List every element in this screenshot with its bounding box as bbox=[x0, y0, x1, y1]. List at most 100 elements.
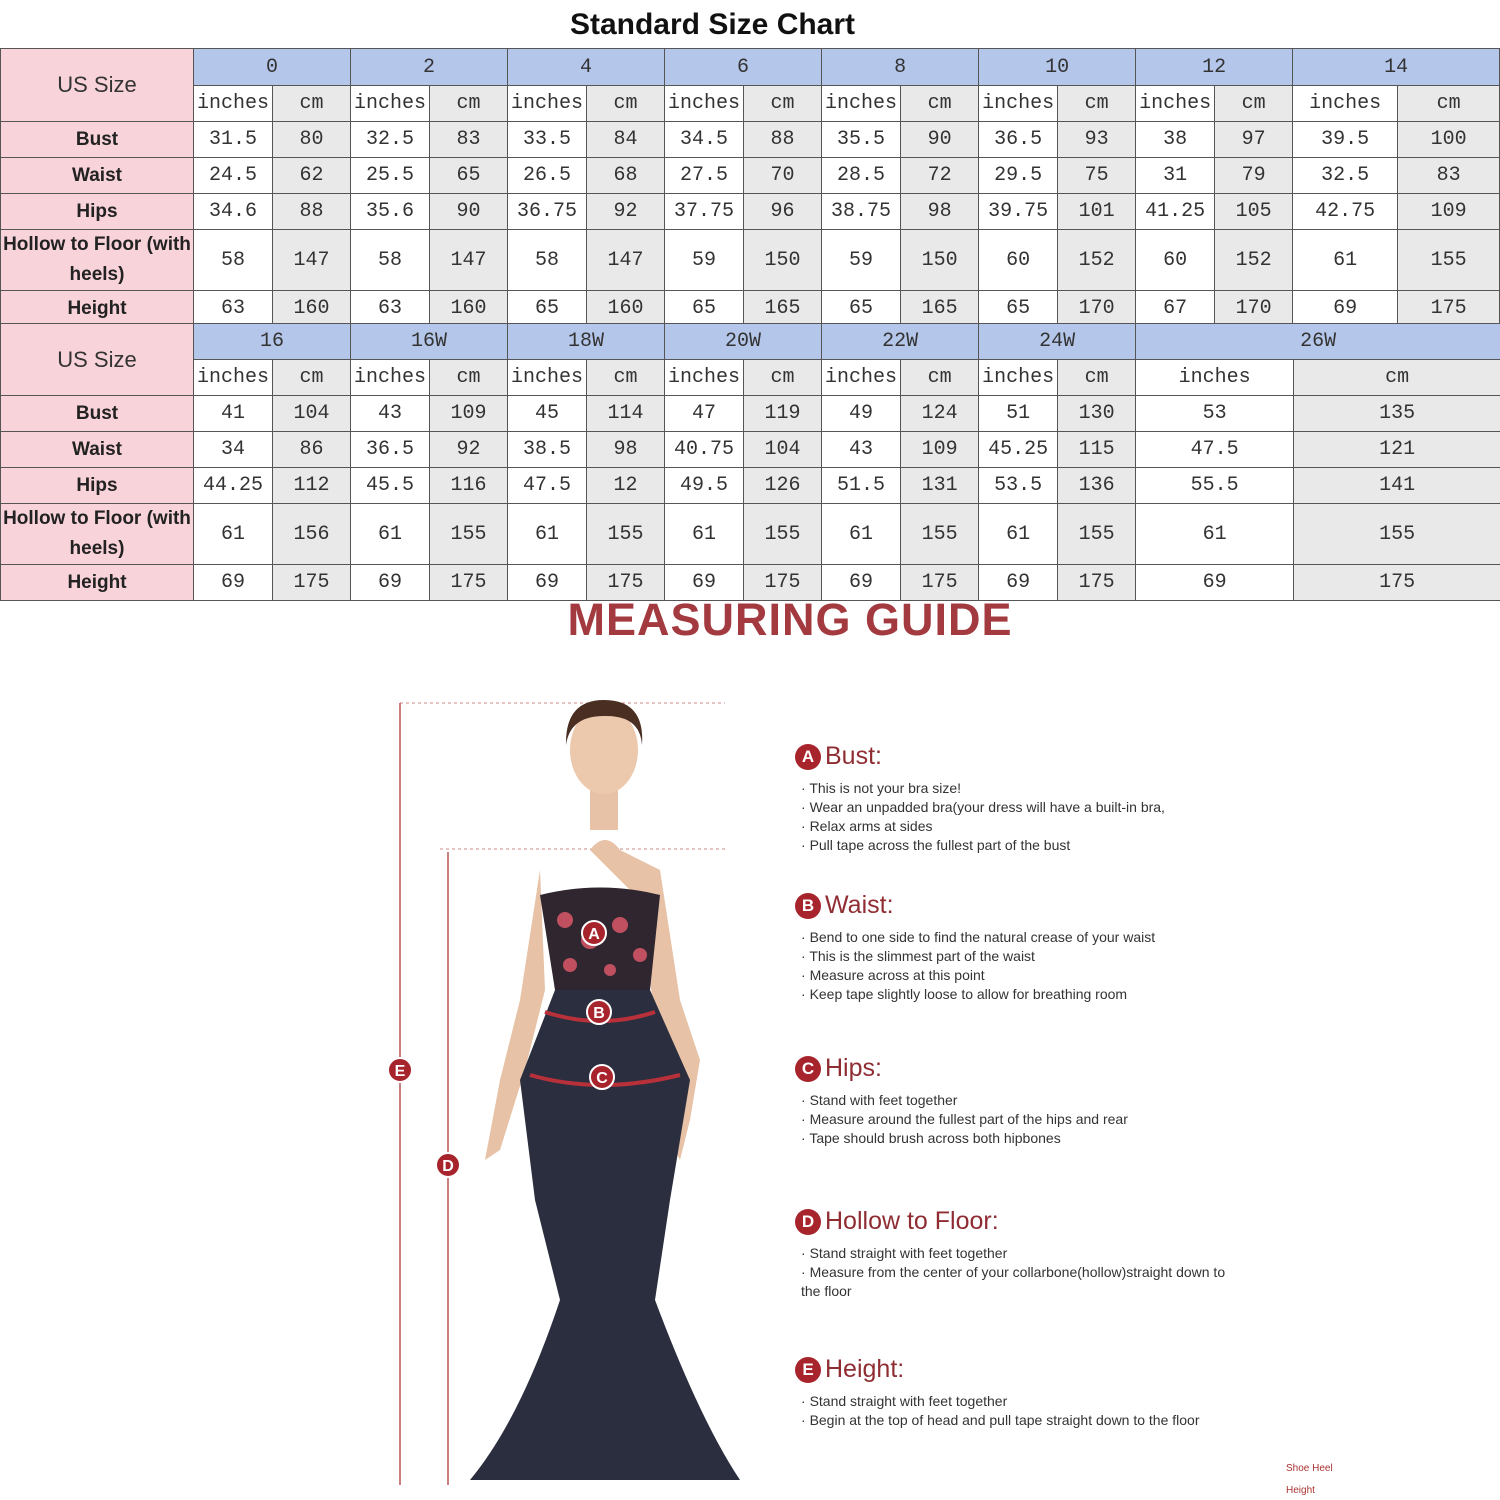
measure-value: 150 bbox=[743, 229, 823, 291]
measure-value: 112 bbox=[271, 467, 352, 504]
measure-label: Height bbox=[0, 290, 194, 327]
measure-value: 63 bbox=[193, 290, 273, 327]
measure-label: Height bbox=[0, 564, 194, 601]
unit-label: cm bbox=[1397, 85, 1500, 122]
measure-value: 160 bbox=[586, 290, 666, 327]
size-label: 12 bbox=[1135, 48, 1294, 86]
measure-value: 62 bbox=[271, 157, 352, 194]
unit-label: inches bbox=[821, 359, 902, 396]
measure-value: 155 bbox=[900, 503, 980, 565]
measure-value: 155 bbox=[586, 503, 666, 565]
unit-label: cm bbox=[586, 85, 666, 122]
size-label: 24W bbox=[978, 323, 1137, 360]
section-marker: D bbox=[795, 1208, 821, 1235]
measure-value: 47.5 bbox=[1135, 431, 1295, 468]
shoe-caption: Height bbox=[1286, 1485, 1315, 1496]
measure-value: 84 bbox=[586, 121, 666, 158]
measure-value: 83 bbox=[429, 121, 509, 158]
measure-value: 27.5 bbox=[664, 157, 745, 194]
size-label: 10 bbox=[978, 48, 1137, 86]
measure-label: Bust bbox=[0, 121, 194, 158]
section-items: Stand with feet togetherMeasure around t… bbox=[795, 1091, 1235, 1148]
measure-value: 35.6 bbox=[350, 193, 431, 230]
measure-value: 45.5 bbox=[350, 467, 431, 504]
measure-value: 32.5 bbox=[1292, 157, 1399, 194]
measure-value: 33.5 bbox=[507, 121, 588, 158]
measure-value: 175 bbox=[743, 564, 823, 601]
measure-value: 31.5 bbox=[193, 121, 273, 158]
measure-value: 119 bbox=[743, 395, 823, 432]
unit-label: cm bbox=[586, 359, 666, 396]
measure-value: 61 bbox=[1292, 229, 1399, 291]
unit-row: inches cm inches cm inches cm inches cm inches cm… bbox=[1, 85, 1500, 122]
section-item: Measure around the fullest part of the h… bbox=[795, 1110, 1235, 1129]
measure-row: Hollow to Floor (with heels) 61 156 61 155 61… bbox=[0, 503, 1500, 565]
measure-value: 98 bbox=[586, 431, 666, 468]
measure-value: 34.5 bbox=[664, 121, 745, 158]
measure-value: 45.25 bbox=[978, 431, 1059, 468]
hair bbox=[565, 700, 643, 745]
measure-value: 58 bbox=[193, 229, 273, 291]
section-heading-row: D Hollow to Floor: bbox=[795, 1207, 1235, 1236]
measure-value: 34.6 bbox=[193, 193, 273, 230]
measure-value: 24.5 bbox=[193, 157, 273, 194]
measure-value: 88 bbox=[743, 121, 823, 158]
measure-value: 136 bbox=[1057, 467, 1137, 504]
section-item: This is not your bra size! bbox=[795, 779, 1235, 798]
measure-value: 61 bbox=[821, 503, 902, 565]
measure-value: 38.75 bbox=[821, 193, 902, 230]
measure-value: 130 bbox=[1057, 395, 1137, 432]
measure-value: 109 bbox=[900, 431, 980, 468]
measure-value: 75 bbox=[1057, 157, 1137, 194]
section-heading: Hips: bbox=[825, 1054, 882, 1082]
measure-label: Hips bbox=[0, 193, 194, 230]
measure-value: 47 bbox=[664, 395, 745, 432]
measure-value: 45 bbox=[507, 395, 588, 432]
measure-value: 37.75 bbox=[664, 193, 745, 230]
measure-value: 98 bbox=[900, 193, 980, 230]
measure-value: 58 bbox=[350, 229, 431, 291]
measure-value: 72 bbox=[900, 157, 980, 194]
section-item: Keep tape slightly loose to allow for br… bbox=[795, 985, 1235, 1004]
measure-value: 79 bbox=[1214, 157, 1294, 194]
measure-value: 44.25 bbox=[193, 467, 273, 504]
size-label: 16 bbox=[192, 323, 352, 360]
measure-value: 124 bbox=[900, 395, 980, 432]
measure-value: 86 bbox=[271, 431, 352, 468]
measure-value: 69 bbox=[507, 564, 588, 601]
measure-value: 61 bbox=[664, 503, 745, 565]
section-items: Stand straight with feet togetherBegin a… bbox=[795, 1392, 1235, 1430]
measure-value: 97 bbox=[1214, 121, 1294, 158]
unit-label: cm bbox=[1214, 85, 1294, 122]
measure-value: 114 bbox=[586, 395, 666, 432]
section-marker: A bbox=[795, 743, 821, 770]
measure-value: 105 bbox=[1214, 193, 1294, 230]
measure-value: 36.5 bbox=[350, 431, 431, 468]
measure-value: 60 bbox=[1135, 229, 1216, 291]
measure-value: 39.75 bbox=[978, 193, 1059, 230]
measure-value: 175 bbox=[1057, 564, 1137, 601]
measure-value: 69 bbox=[193, 564, 273, 601]
measure-value: 58 bbox=[507, 229, 588, 291]
measure-row: Waist 34 86 36.5 92 38.5 98 40.75 104 43 109 45.25 1… bbox=[0, 431, 1500, 468]
arm-right bbox=[590, 840, 700, 1160]
size-label: 20W bbox=[664, 323, 823, 360]
measure-value: 65 bbox=[507, 290, 588, 327]
measure-value: 104 bbox=[271, 395, 352, 432]
unit-label: inches bbox=[978, 359, 1059, 396]
section-item: Begin at the top of head and pull tape s… bbox=[795, 1411, 1235, 1430]
figure-marker bbox=[435, 1152, 461, 1178]
measure-value: 34 bbox=[193, 431, 273, 468]
measure-value: 175 bbox=[900, 564, 980, 601]
section-heading: Waist: bbox=[825, 891, 894, 919]
unit-label: inches bbox=[507, 85, 588, 122]
section-heading: Hollow to Floor: bbox=[825, 1207, 999, 1235]
measure-value: 65 bbox=[821, 290, 902, 327]
unit-label: cm bbox=[1293, 359, 1500, 396]
measure-value: 109 bbox=[429, 395, 509, 432]
bodice bbox=[540, 887, 660, 990]
figure-marker bbox=[581, 920, 607, 946]
